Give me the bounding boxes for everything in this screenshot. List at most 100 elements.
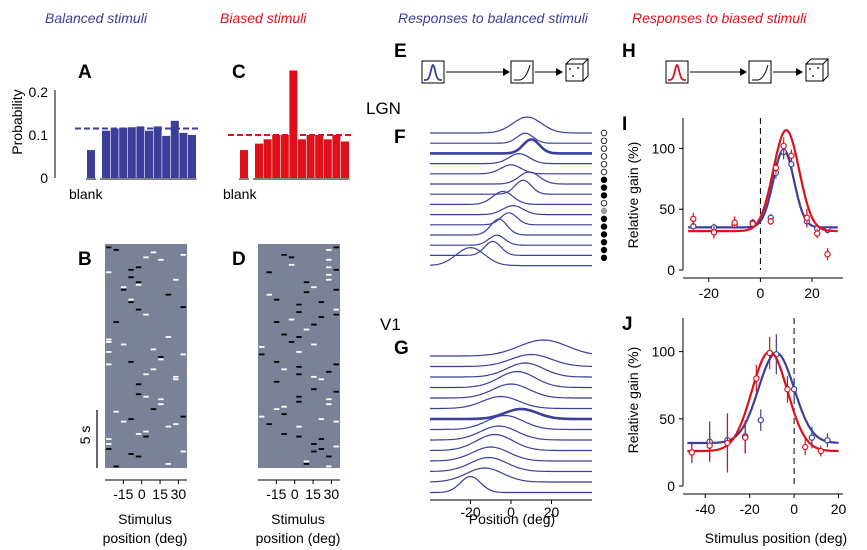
unit-marker-dot xyxy=(600,199,608,207)
stimulus-frame xyxy=(259,415,265,418)
stimulus-frame xyxy=(296,373,302,376)
stimulus-frame xyxy=(128,276,134,279)
stimulus-frame xyxy=(173,278,179,281)
b-xlabel-line2: position (deg) xyxy=(103,530,188,546)
probability-bar xyxy=(153,126,162,178)
stimulus-frame xyxy=(143,395,149,398)
tuning-curve xyxy=(430,414,592,431)
probability-bar xyxy=(110,128,119,178)
tuning-curve xyxy=(430,218,592,236)
stimulus-frame xyxy=(326,403,332,406)
stimulus-frame xyxy=(113,465,119,468)
raster-xtick-label: -15 xyxy=(266,486,286,502)
i-ylabel: Relative gain (%) xyxy=(625,142,641,249)
stimulus-frame xyxy=(311,375,317,378)
probability-bar xyxy=(188,135,196,178)
heading-responses-biased: Responses to biased stimuli xyxy=(632,10,807,26)
panel-label-d: D xyxy=(232,249,246,270)
gain-xtick-label: 0 xyxy=(790,501,798,517)
probability-bar xyxy=(272,135,281,178)
g-xlabel: Position (deg) xyxy=(469,511,555,527)
stimulus-frame xyxy=(106,363,112,366)
stimulus-frame xyxy=(158,398,164,401)
tuning-curve xyxy=(430,339,593,357)
tuning-curve xyxy=(430,467,592,483)
raster-xtick-label: -15 xyxy=(113,486,133,502)
arrowhead-icon xyxy=(503,68,510,76)
stimulus-frame xyxy=(311,343,317,346)
stimulus-frame xyxy=(135,281,142,284)
stimulus-frame xyxy=(303,463,310,465)
probability-bar xyxy=(332,135,341,178)
stimulus-frame xyxy=(318,448,325,450)
stimulus-frame xyxy=(303,460,310,463)
gain-data-point xyxy=(688,449,696,456)
stimulus-frame xyxy=(158,356,164,358)
stimulus-frame xyxy=(128,301,134,304)
stimulus-frame xyxy=(296,425,302,428)
d-xlabel-line2: position (deg) xyxy=(256,530,341,546)
stimulus-frame xyxy=(333,308,339,311)
stimulus-frame xyxy=(143,313,149,316)
unit-marker-dot xyxy=(600,129,608,137)
g-xtick-label: -20 xyxy=(460,504,480,520)
gain-data-point xyxy=(780,142,787,150)
stimulus-frame xyxy=(150,408,157,411)
stimulus-frame xyxy=(165,293,172,296)
stimulus-frame xyxy=(128,360,134,363)
stimulus-frame xyxy=(326,248,332,251)
stimulus-frame xyxy=(113,321,119,323)
stimulus-frame xyxy=(288,341,295,343)
gain-ytick-label: 50 xyxy=(659,201,675,217)
stimulus-frame xyxy=(173,375,179,378)
stimulus-frame xyxy=(281,433,287,435)
probability-bar xyxy=(162,135,171,178)
g-xtick-label: 0 xyxy=(507,504,515,520)
stimulus-frame xyxy=(135,266,142,269)
d-xlabel-line1: Stimulus xyxy=(271,511,325,527)
unit-marker-dot xyxy=(600,192,608,199)
stimulus-frame xyxy=(143,373,149,376)
probability-bar xyxy=(341,141,349,178)
stimulus-frame xyxy=(128,453,134,455)
stimulus-frame xyxy=(326,278,332,281)
nonlinearity-icon xyxy=(510,60,534,84)
stimulus-frame xyxy=(143,256,149,259)
tuning-curve xyxy=(430,383,592,399)
raster-xtick-label: 30 xyxy=(324,486,340,502)
j-xlabel: Stimulus position (deg) xyxy=(705,530,847,546)
stimulus-frame xyxy=(165,336,172,338)
gaussian-stimulus-icon xyxy=(665,60,689,84)
stimulus-frame xyxy=(128,268,134,271)
panel-label-c: C xyxy=(232,62,246,83)
pipeline-icons-biased xyxy=(665,58,829,84)
stimulus-frame xyxy=(150,368,157,371)
gain-fit-curve xyxy=(687,350,839,453)
tuning-curve xyxy=(430,433,592,452)
stimulus-frame xyxy=(303,328,310,331)
stimulus-frame xyxy=(106,438,112,440)
probability-bar xyxy=(127,127,136,178)
stimulus-frame xyxy=(288,256,295,259)
probability-bar xyxy=(145,130,153,178)
panel-label-j: J xyxy=(622,314,633,335)
stimulus-frame xyxy=(113,410,119,413)
tuning-curve xyxy=(430,475,592,494)
stimulus-frame xyxy=(135,308,142,311)
stimulus-frame xyxy=(135,393,142,396)
stimulus-frame xyxy=(326,465,332,468)
panel-label-h: H xyxy=(622,41,636,62)
gain-data-point xyxy=(808,434,816,441)
stimulus-frame xyxy=(266,271,272,274)
stimulus-frame xyxy=(281,253,287,256)
stimulus-frame xyxy=(180,253,186,256)
stimulus-frame xyxy=(311,323,317,326)
stimulus-frame xyxy=(259,346,265,348)
probability-bar xyxy=(263,139,272,178)
probability-bar xyxy=(289,70,298,178)
unit-marker-dot xyxy=(600,246,608,254)
gain-data-point xyxy=(766,349,773,357)
stimulus-frame xyxy=(173,378,179,381)
unit-marker-dot xyxy=(600,145,608,152)
gain-ytick-label: 100 xyxy=(652,140,676,156)
